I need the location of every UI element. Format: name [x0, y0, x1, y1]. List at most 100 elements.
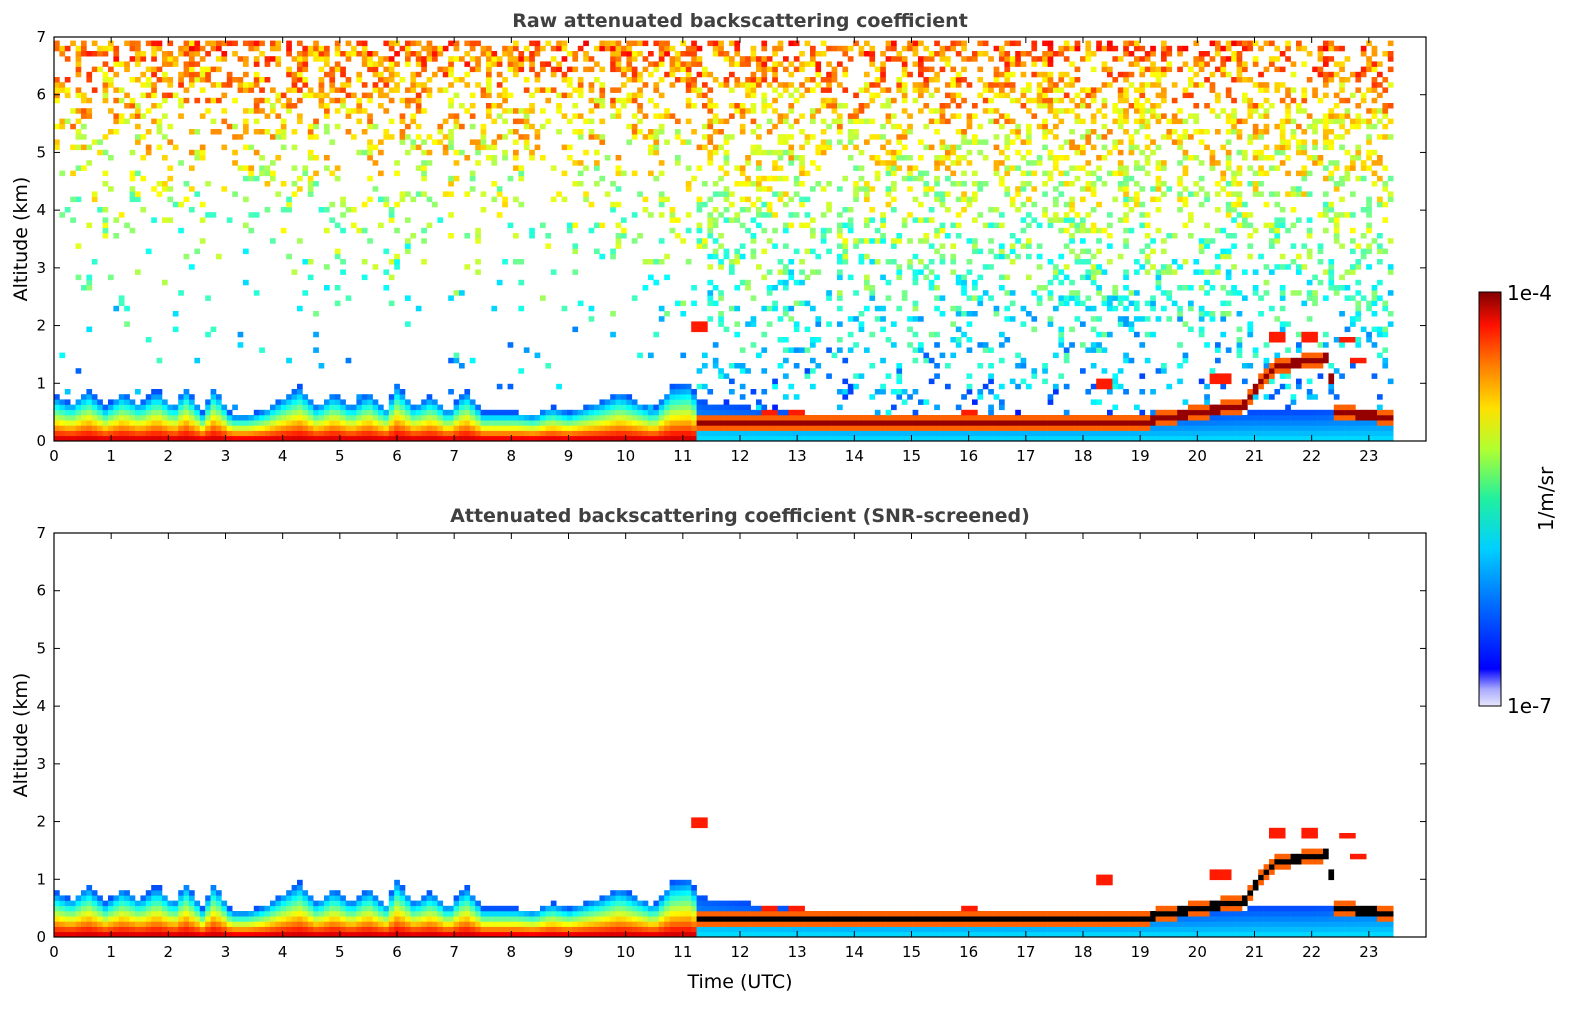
heatmap-cell	[1004, 316, 1011, 322]
heatmap-cell	[459, 409, 465, 416]
heatmap-cell	[259, 409, 265, 416]
heatmap-cell	[151, 56, 157, 62]
heatmap-cell	[837, 139, 843, 145]
heatmap-cell	[837, 129, 843, 135]
heatmap-cell	[1123, 92, 1129, 99]
heatmap-cell	[437, 51, 444, 57]
heatmap-cell	[1144, 144, 1151, 151]
heatmap-cell	[502, 259, 508, 265]
heatmap-cell	[280, 425, 287, 431]
heatmap-cell	[199, 155, 206, 161]
heatmap-cell	[405, 238, 411, 244]
heatmap-cell	[394, 61, 400, 67]
heatmap-cell	[631, 123, 638, 130]
heatmap-cell	[761, 430, 768, 437]
heatmap-cell	[939, 415, 946, 421]
heatmap-cell	[1069, 165, 1075, 171]
heatmap-cell	[1177, 420, 1183, 426]
heatmap-cell	[448, 56, 454, 62]
heatmap-cell	[307, 191, 314, 197]
heatmap-cell	[1128, 207, 1135, 213]
heatmap-cell	[372, 144, 379, 151]
heatmap-cell	[108, 415, 114, 421]
heatmap-cell	[702, 352, 708, 359]
heatmap-cell	[880, 103, 886, 109]
heatmap-cell	[610, 435, 616, 442]
heatmap-cell	[232, 420, 238, 426]
heatmap-cell	[388, 404, 395, 411]
heatmap-cell	[291, 181, 298, 187]
heatmap-cell	[680, 61, 687, 67]
heatmap-cell	[307, 92, 314, 99]
heatmap-cell	[394, 399, 400, 405]
heatmap-cell	[631, 66, 638, 73]
heatmap-cell	[826, 139, 832, 145]
heatmap-cell	[75, 118, 82, 125]
heatmap-cell	[324, 129, 330, 135]
heatmap-cell	[756, 409, 762, 416]
heatmap-cell	[1047, 149, 1054, 156]
heatmap-cell	[783, 394, 789, 400]
heatmap-cell	[550, 420, 557, 426]
heatmap-cell	[939, 108, 946, 114]
heatmap-cell	[642, 134, 649, 140]
heatmap-cell	[837, 243, 843, 249]
heatmap-cell	[1107, 66, 1113, 73]
heatmap-cell	[1193, 82, 1200, 88]
heatmap-cell	[734, 363, 741, 369]
heatmap-cell	[1085, 186, 1092, 192]
heatmap-cell	[480, 92, 487, 99]
heatmap-cell	[1063, 170, 1070, 177]
heatmap-cell	[1188, 113, 1194, 119]
heatmap-cell	[772, 61, 778, 67]
heatmap-cell	[1069, 207, 1075, 213]
heatmap-cell	[631, 40, 638, 47]
heatmap-cell	[210, 404, 217, 411]
heatmap-cell	[928, 435, 935, 442]
heatmap-cell	[988, 409, 994, 416]
heatmap-cell	[1020, 139, 1027, 145]
heatmap-cell	[831, 118, 838, 125]
heatmap-cell	[432, 51, 438, 57]
heatmap-cell	[102, 134, 109, 140]
heatmap-cell	[945, 425, 951, 431]
heatmap-cell	[1182, 196, 1189, 203]
heatmap-cell	[394, 201, 400, 208]
heatmap-cell	[1004, 290, 1011, 296]
heatmap-cell	[415, 435, 422, 442]
heatmap-cell	[113, 71, 120, 78]
heatmap-cell	[459, 290, 465, 296]
heatmap-cell	[426, 196, 433, 203]
heatmap-cell	[729, 40, 735, 47]
heatmap-cell	[804, 196, 811, 203]
heatmap-cell	[469, 66, 476, 73]
heatmap-cell	[766, 238, 773, 244]
heatmap-cell	[804, 212, 811, 218]
heatmap-cell	[356, 51, 363, 57]
heatmap-cell	[1063, 139, 1070, 145]
heatmap-cell	[1096, 201, 1102, 208]
heatmap-cell	[837, 103, 843, 109]
heatmap-cell	[669, 217, 676, 223]
heatmap-cell	[901, 435, 908, 442]
heatmap-cell	[777, 279, 784, 286]
heatmap-cell	[761, 389, 768, 395]
heatmap-cell	[167, 404, 174, 411]
heatmap-cell	[421, 238, 427, 244]
heatmap-cell	[1161, 113, 1167, 119]
heatmap-cell	[918, 259, 924, 265]
heatmap-cell	[475, 425, 481, 431]
heatmap-cell	[1015, 409, 1021, 416]
heatmap-cell	[853, 191, 859, 197]
heatmap-cell	[691, 40, 697, 47]
heatmap-cell	[264, 207, 271, 213]
heatmap-cell	[453, 290, 460, 296]
heatmap-cell	[1177, 363, 1183, 369]
heatmap-cell	[367, 51, 373, 57]
heatmap-cell	[853, 113, 859, 119]
heatmap-cell	[783, 201, 789, 208]
heatmap-cell	[523, 430, 530, 437]
heatmap-cell	[874, 155, 881, 161]
heatmap-cell	[1150, 238, 1156, 244]
heatmap-cell	[1015, 134, 1021, 140]
